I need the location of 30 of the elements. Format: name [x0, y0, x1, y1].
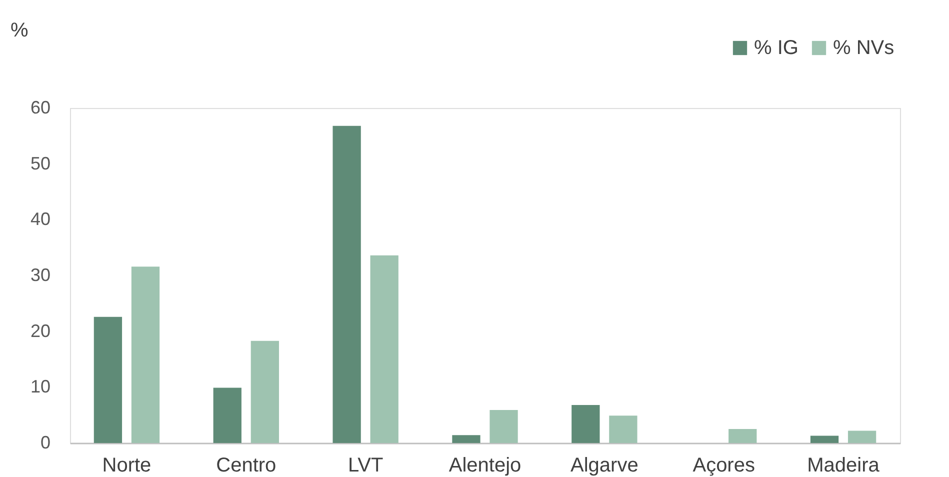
- y-tick-label: 30: [30, 265, 50, 285]
- y-tick-label: 40: [30, 209, 50, 230]
- bar: [370, 255, 398, 443]
- bar: [848, 430, 876, 443]
- x-tick-label: Algarve: [570, 454, 638, 476]
- legend-label: % IG: [754, 37, 798, 59]
- bar: [332, 126, 361, 443]
- bar: [810, 436, 839, 443]
- x-tick-label: Centro: [216, 454, 276, 476]
- bar: [609, 416, 638, 443]
- bar: [728, 429, 757, 443]
- bar: [131, 266, 160, 443]
- y-tick-label: 10: [30, 376, 50, 397]
- y-axis-title: %: [10, 20, 28, 42]
- y-tick-label: 50: [30, 153, 50, 174]
- bar: [490, 410, 518, 443]
- legend-label: % NVs: [833, 37, 894, 59]
- x-tick-label: Madeira: [807, 454, 880, 476]
- bar: [94, 316, 122, 443]
- bar: [213, 388, 242, 443]
- bar: [250, 340, 279, 443]
- x-tick-label: Norte: [102, 454, 152, 476]
- x-tick-label: LVT: [348, 454, 384, 476]
- y-tick-label: 0: [40, 432, 50, 452]
- bar: [452, 435, 480, 443]
- bar: [572, 405, 600, 443]
- x-tick-label: Açores: [692, 454, 755, 476]
- y-tick-label: 20: [30, 320, 50, 341]
- y-tick-label: 60: [30, 98, 50, 118]
- x-tick-label: Alentejo: [448, 454, 522, 476]
